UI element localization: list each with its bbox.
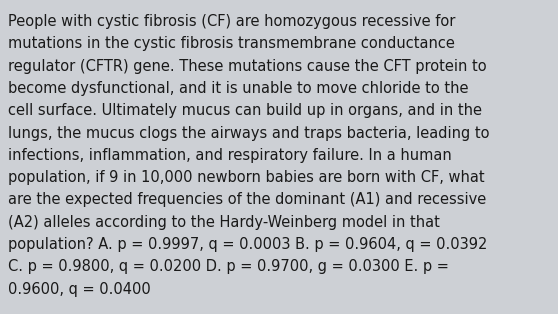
Text: (A2) alleles according to the Hardy-Weinberg model in that: (A2) alleles according to the Hardy-Wein…: [8, 215, 440, 230]
Text: regulator (CFTR) gene. These mutations cause the CFT protein to: regulator (CFTR) gene. These mutations c…: [8, 59, 487, 74]
Text: infections, inflammation, and respiratory failure. In a human: infections, inflammation, and respirator…: [8, 148, 452, 163]
Text: population, if 9 in 10,000 newborn babies are born with CF, what: population, if 9 in 10,000 newborn babie…: [8, 170, 485, 185]
Text: C. p = 0.9800, q = 0.0200 D. p = 0.9700, g = 0.0300 E. p =: C. p = 0.9800, q = 0.0200 D. p = 0.9700,…: [8, 259, 449, 274]
Text: are the expected frequencies of the dominant (A1) and recessive: are the expected frequencies of the domi…: [8, 192, 487, 208]
Text: People with cystic fibrosis (CF) are homozygous recessive for: People with cystic fibrosis (CF) are hom…: [8, 14, 456, 29]
Text: mutations in the cystic fibrosis transmembrane conductance: mutations in the cystic fibrosis transme…: [8, 36, 455, 51]
Text: become dysfunctional, and it is unable to move chloride to the: become dysfunctional, and it is unable t…: [8, 81, 469, 96]
Text: population? A. p = 0.9997, q = 0.0003 B. p = 0.9604, q = 0.0392: population? A. p = 0.9997, q = 0.0003 B.…: [8, 237, 488, 252]
Text: lungs, the mucus clogs the airways and traps bacteria, leading to: lungs, the mucus clogs the airways and t…: [8, 126, 490, 141]
Text: 0.9600, q = 0.0400: 0.9600, q = 0.0400: [8, 282, 151, 297]
Text: cell surface. Ultimately mucus can build up in organs, and in the: cell surface. Ultimately mucus can build…: [8, 103, 482, 118]
